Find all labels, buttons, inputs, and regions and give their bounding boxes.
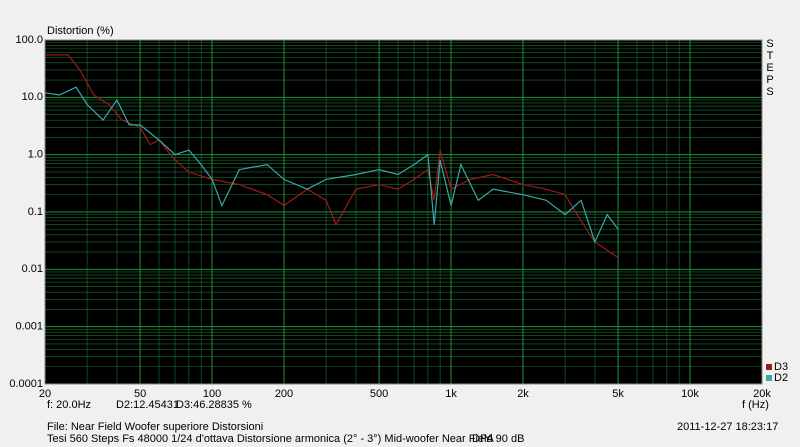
x-tick-label: 20k [753,388,771,400]
data-line [44,86,619,244]
x-tick-label: 1k [445,388,457,400]
x-tick-label: 10k [681,388,699,400]
legend-label: D2 [774,372,788,384]
footer-text: 2011-12-27 18:23:17 [677,421,778,433]
y-tick-label: 1.0 [28,149,43,161]
footer-text: Tesi 560 Steps Fs 48000 1/24 d'ottava Di… [47,433,524,445]
legend-label: D3 [774,361,788,373]
footer-text: File: Near Field Woofer superiore Distor… [47,421,263,433]
y-tick-label: 0.001 [15,321,43,333]
legend-swatch [766,364,772,370]
x-tick-label: 20 [39,388,51,400]
footer-text: DPA [472,433,494,445]
x-tick-label: 100 [203,388,221,400]
y-tick-label: 10.0 [22,91,43,103]
plot-frame [44,39,763,385]
x-axis-label: f (Hz) [742,399,769,411]
x-tick-label: 500 [370,388,388,400]
side-label: STEPS [764,38,776,98]
y-axis-label: Distortion (%) [47,25,114,37]
y-tick-label: 0.01 [22,263,43,275]
x-tick-label: 5k [612,388,624,400]
readout: f: 20.0Hz [47,399,91,411]
y-tick-label: 0.1 [28,206,43,218]
y-tick-label: 100.0 [15,34,43,46]
legend-swatch [766,375,772,381]
x-tick-label: 200 [275,388,293,400]
data-line [45,54,619,259]
readout: D2:12.45431 [116,399,179,411]
x-tick-label: 2k [517,388,529,400]
readout: D3:46.28835 % [176,399,252,411]
x-tick-label: 50 [134,388,146,400]
y-tick-label: 0.0001 [9,378,43,390]
